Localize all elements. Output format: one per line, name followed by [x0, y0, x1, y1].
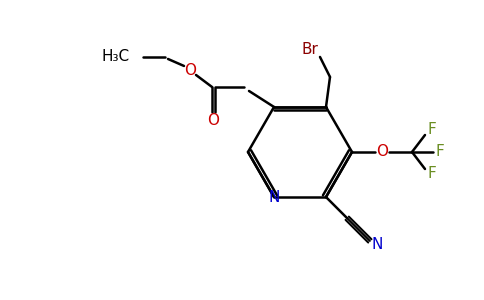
Text: O: O — [207, 113, 219, 128]
Text: F: F — [428, 122, 437, 137]
Text: F: F — [436, 145, 444, 160]
Text: O: O — [376, 145, 388, 160]
Text: N: N — [371, 237, 382, 252]
Text: O: O — [184, 64, 196, 79]
Text: Br: Br — [302, 43, 318, 58]
Text: F: F — [428, 167, 437, 182]
Text: N: N — [268, 190, 280, 205]
Text: H₃C: H₃C — [102, 50, 130, 64]
